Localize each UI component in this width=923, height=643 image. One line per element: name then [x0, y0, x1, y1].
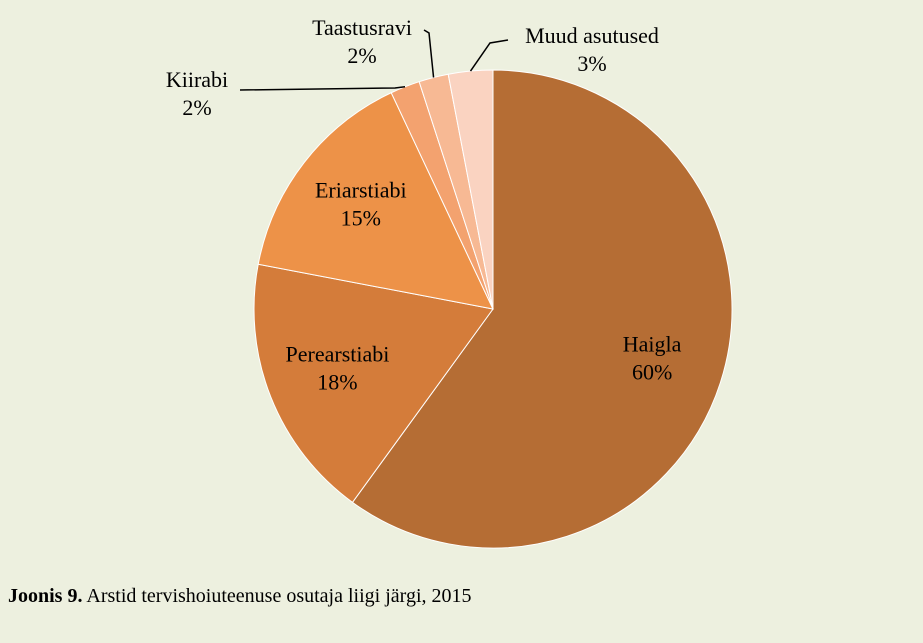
leader-line — [239, 86, 406, 91]
pie-slice — [351, 69, 733, 549]
slice-label: Kiirabi — [166, 67, 228, 92]
chart: Haigla 60% Perearstiabi 18% Eriarstiabi 15% Ki… — [166, 15, 733, 549]
slice-label: Muud asutused — [525, 23, 659, 48]
pie-slice — [257, 92, 494, 310]
caption-label: Joonis 9. — [8, 585, 83, 607]
leader-line — [423, 29, 435, 78]
slice-label: Taastusravi — [312, 15, 412, 40]
slice-value-label: 2% — [182, 95, 211, 120]
caption: Joonis 9. Arstid tervishoiuteenuse osuta… — [8, 585, 472, 608]
slice-label: Perearstiabi — [286, 342, 390, 367]
slice-value-label: 60% — [632, 360, 672, 385]
leader-line — [469, 39, 509, 72]
pie-slice — [253, 263, 494, 504]
slice-value-label: 3% — [577, 51, 606, 76]
slice-value-label: 2% — [347, 43, 376, 68]
caption-text: Arstid tervishoiuteenuse osutaja liigi j… — [86, 585, 472, 607]
slice-label: Haigla — [623, 332, 682, 357]
slice-value-label: 15% — [341, 206, 381, 231]
slice-label: Eriarstiabi — [315, 178, 407, 203]
slice-value-label: 18% — [317, 370, 357, 395]
